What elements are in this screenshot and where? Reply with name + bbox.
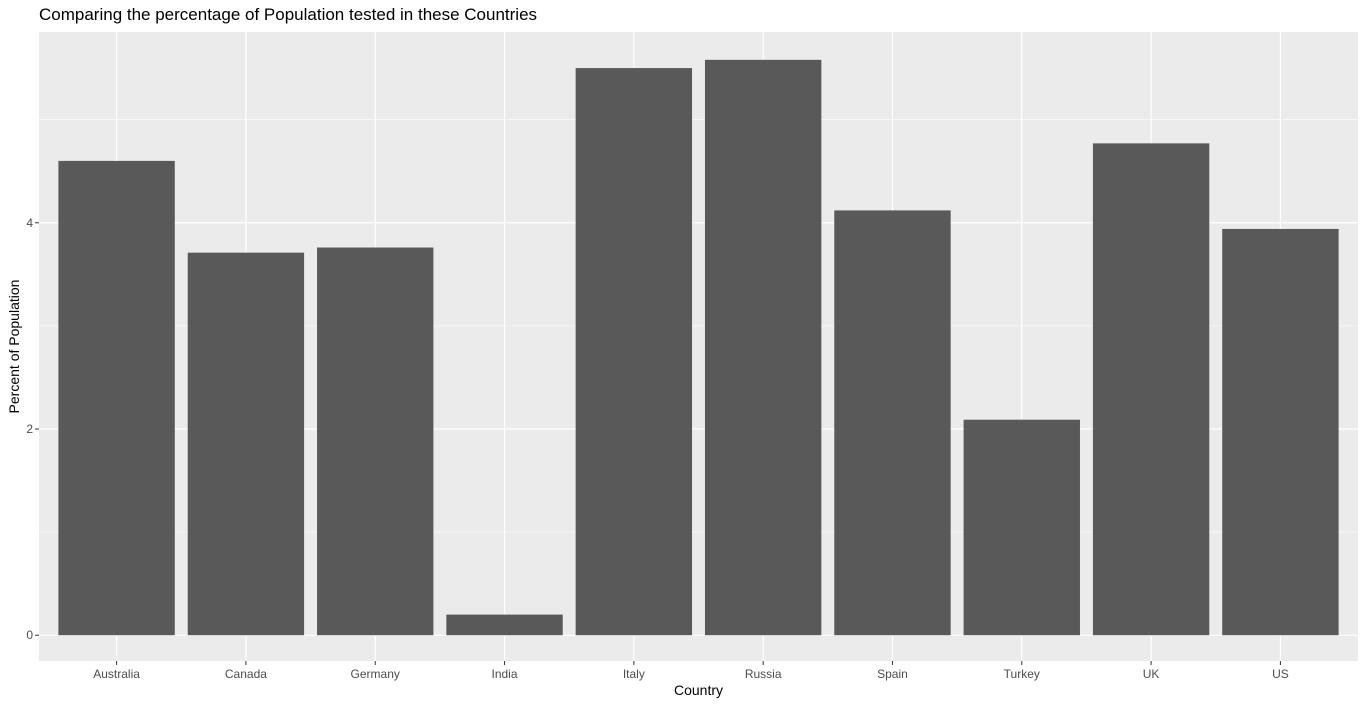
bar-russia bbox=[704, 59, 822, 636]
x-tick-label: Russia bbox=[745, 667, 782, 681]
chart-title: Comparing the percentage of Population t… bbox=[39, 5, 538, 24]
y-tick-label: 2 bbox=[26, 422, 33, 436]
x-tick-label: Australia bbox=[93, 667, 140, 681]
bar-australia bbox=[58, 160, 175, 636]
bar-italy bbox=[575, 68, 693, 636]
x-tick-label: US bbox=[1272, 667, 1289, 681]
x-tick-label: Spain bbox=[877, 667, 908, 681]
x-tick-label: UK bbox=[1143, 667, 1160, 681]
bar-india bbox=[446, 614, 563, 636]
bar-spain bbox=[834, 210, 951, 636]
bar-canada bbox=[187, 252, 305, 636]
x-axis: Australia Canada Germany India Italy Russia Sp… bbox=[93, 661, 1289, 681]
x-tick-label: Canada bbox=[225, 667, 267, 681]
bar-uk bbox=[1092, 143, 1210, 636]
y-axis-title: Percent of Population bbox=[6, 280, 22, 414]
bar-germany bbox=[317, 247, 434, 636]
x-axis-title: Country bbox=[674, 682, 723, 698]
x-tick-label: Turkey bbox=[1004, 667, 1040, 681]
y-axis: 0 2 4 bbox=[26, 216, 39, 642]
x-tick-label: Germany bbox=[351, 667, 400, 681]
bars bbox=[58, 59, 1339, 636]
x-tick-label: Italy bbox=[623, 667, 645, 681]
y-tick-label: 0 bbox=[26, 628, 33, 642]
bar-turkey bbox=[963, 419, 1080, 636]
x-tick-label: India bbox=[492, 667, 518, 681]
bar-us bbox=[1222, 228, 1339, 636]
y-tick-label: 4 bbox=[26, 216, 33, 230]
